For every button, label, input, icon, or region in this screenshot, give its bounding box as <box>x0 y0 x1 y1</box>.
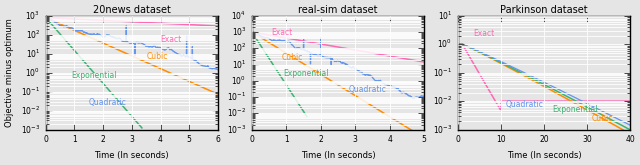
Text: Cubic: Cubic <box>281 53 303 62</box>
Text: Exact: Exact <box>161 35 182 44</box>
Text: Exact: Exact <box>473 29 494 38</box>
X-axis label: Time (In seconds): Time (In seconds) <box>507 151 581 160</box>
X-axis label: Time (In seconds): Time (In seconds) <box>301 151 375 160</box>
Title: 20news dataset: 20news dataset <box>93 5 171 15</box>
Text: Exact: Exact <box>271 28 292 37</box>
Text: Cubic: Cubic <box>146 52 168 61</box>
Text: Exponential: Exponential <box>553 105 598 115</box>
Text: Quadratic: Quadratic <box>348 85 386 94</box>
X-axis label: Time (In seconds): Time (In seconds) <box>95 151 169 160</box>
Text: Quadratic: Quadratic <box>89 98 127 107</box>
Text: Exponential: Exponential <box>72 71 117 80</box>
Title: Parkinson dataset: Parkinson dataset <box>500 5 588 15</box>
Text: Cubic: Cubic <box>591 114 612 123</box>
Text: Exponential: Exponential <box>283 69 328 78</box>
Text: Quadratic: Quadratic <box>506 100 543 109</box>
Y-axis label: Objective minus optimum: Objective minus optimum <box>5 18 14 127</box>
Title: real-sim dataset: real-sim dataset <box>298 5 378 15</box>
